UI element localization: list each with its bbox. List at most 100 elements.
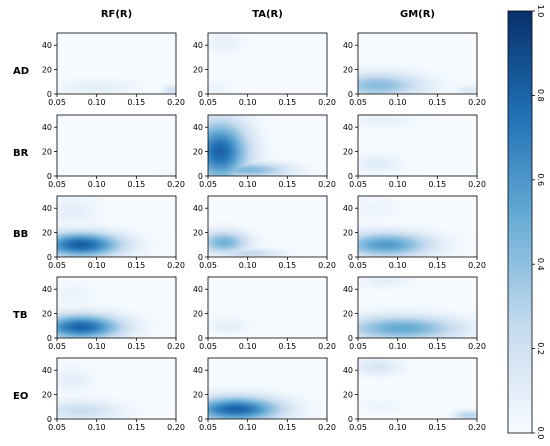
colorbar-tick-label: 1.0 — [536, 5, 545, 18]
heatmap-cells — [208, 33, 327, 94]
y-tick-label: 20 — [343, 310, 353, 319]
panel-frame — [357, 114, 478, 177]
x-tick-label: 0.15 — [127, 98, 145, 107]
y-tick-label: 40 — [193, 204, 203, 213]
y-tick-label: 20 — [343, 148, 353, 157]
colorbar-tick-label: 0.8 — [536, 89, 545, 102]
y-tick-label: 40 — [343, 41, 353, 50]
x-tick-label: 0.15 — [278, 261, 296, 270]
y-tick-label: 20 — [42, 148, 52, 157]
x-tick-label: 0.15 — [428, 261, 446, 270]
x-tick-label: 0.20 — [167, 261, 185, 270]
column-title: TA(R) — [252, 9, 283, 20]
panel-frame — [56, 357, 177, 420]
panel-frame — [207, 357, 328, 420]
panel-frame — [357, 195, 478, 258]
x-tick-label: 0.15 — [127, 342, 145, 351]
colorbar-tick-label: 0.0 — [536, 427, 545, 440]
x-tick-label: 0.05 — [349, 423, 367, 432]
heatmap-cells — [57, 277, 176, 338]
y-tick-label: 40 — [343, 285, 353, 294]
heatmap-panel: 0.05 0.10 0.15 0.20 0 20 40 — [42, 114, 185, 189]
x-tick-label: 0.20 — [468, 98, 486, 107]
panel-frame — [56, 276, 177, 339]
x-tick-label: 0.10 — [88, 261, 106, 270]
x-tick-label: 0.05 — [48, 98, 66, 107]
x-tick-label: 0.15 — [278, 423, 296, 432]
x-tick-label: 0.05 — [48, 180, 66, 189]
x-tick-label: 0.10 — [239, 342, 257, 351]
x-tick-label: 0.20 — [167, 180, 185, 189]
x-tick-label: 0.15 — [278, 98, 296, 107]
y-tick-label: 0 — [47, 90, 52, 99]
x-tick-label: 0.10 — [88, 180, 106, 189]
y-tick-label: 0 — [198, 253, 203, 262]
x-tick-label: 0.10 — [389, 342, 407, 351]
y-tick-label: 0 — [198, 172, 203, 181]
y-tick-label: 40 — [42, 41, 52, 50]
x-tick-label: 0.05 — [349, 98, 367, 107]
colorbar-tick-label: 0.2 — [536, 342, 545, 355]
y-tick-label: 20 — [343, 229, 353, 238]
x-tick-label: 0.15 — [428, 98, 446, 107]
x-tick-label: 0.20 — [167, 342, 185, 351]
x-tick-label: 0.05 — [349, 261, 367, 270]
panel-frame — [207, 32, 328, 95]
x-tick-label: 0.15 — [428, 180, 446, 189]
y-tick-label: 20 — [343, 391, 353, 400]
y-tick-label: 20 — [42, 391, 52, 400]
y-tick-label: 20 — [42, 310, 52, 319]
y-tick-label: 40 — [343, 123, 353, 132]
panel-headers: RF(R) TA(R) GM(R) AD BR BB TB EO — [13, 9, 435, 402]
heatmap-cells — [208, 277, 327, 338]
x-tick-label: 0.10 — [389, 423, 407, 432]
heatmap-cells — [208, 115, 327, 176]
panel-frame — [56, 32, 177, 95]
x-tick-label: 0.20 — [468, 180, 486, 189]
heatmap-cells — [358, 277, 477, 338]
heatmap-cells — [208, 358, 327, 419]
panel-frame — [56, 195, 177, 258]
x-tick-label: 0.10 — [88, 423, 106, 432]
y-tick-label: 0 — [348, 172, 353, 181]
x-tick-label: 0.10 — [88, 342, 106, 351]
x-tick-label: 0.15 — [127, 180, 145, 189]
heatmap-panel: 0.05 0.10 0.15 0.20 0 20 40 — [42, 195, 185, 270]
panel-frame — [207, 114, 328, 177]
row-title: TB — [13, 310, 27, 321]
x-tick-label: 0.15 — [428, 342, 446, 351]
heatmap-panel: 0.05 0.10 0.15 0.20 0 20 40 — [42, 276, 185, 351]
column-title: GM(R) — [400, 9, 435, 20]
x-tick-label: 0.10 — [389, 180, 407, 189]
x-tick-label: 0.10 — [239, 98, 257, 107]
x-tick-label: 0.15 — [127, 423, 145, 432]
y-tick-label: 0 — [47, 253, 52, 262]
panel-frame — [357, 276, 478, 339]
x-tick-label: 0.05 — [48, 423, 66, 432]
heatmap-cells — [57, 358, 176, 419]
row-title: BR — [13, 148, 29, 159]
y-tick-label: 20 — [42, 66, 52, 75]
colorbar-tick-label: 0.6 — [536, 173, 545, 186]
x-tick-label: 0.05 — [349, 180, 367, 189]
y-tick-label: 40 — [42, 285, 52, 294]
x-tick-label: 0.05 — [48, 261, 66, 270]
x-tick-label: 0.20 — [468, 261, 486, 270]
x-tick-label: 0.20 — [318, 423, 336, 432]
heatmap-panel: 0.05 0.10 0.15 0.20 0 20 40 — [193, 32, 336, 107]
y-tick-label: 0 — [348, 334, 353, 343]
y-tick-label: 40 — [193, 285, 203, 294]
y-tick-label: 20 — [193, 148, 203, 157]
heatmap-panel: 0.05 0.10 0.15 0.20 0 20 40 — [193, 357, 336, 432]
y-tick-label: 40 — [42, 204, 52, 213]
colorbar-frame — [507, 10, 533, 434]
heatmap-cells — [208, 196, 327, 257]
colorbar-tick-label: 0.4 — [536, 258, 545, 271]
x-tick-label: 0.20 — [468, 423, 486, 432]
colorbar-gradient — [508, 11, 532, 433]
heatmap-cells — [358, 33, 477, 94]
y-tick-label: 40 — [42, 366, 52, 375]
y-tick-label: 0 — [348, 90, 353, 99]
row-title: AD — [13, 66, 29, 77]
y-tick-label: 40 — [193, 41, 203, 50]
